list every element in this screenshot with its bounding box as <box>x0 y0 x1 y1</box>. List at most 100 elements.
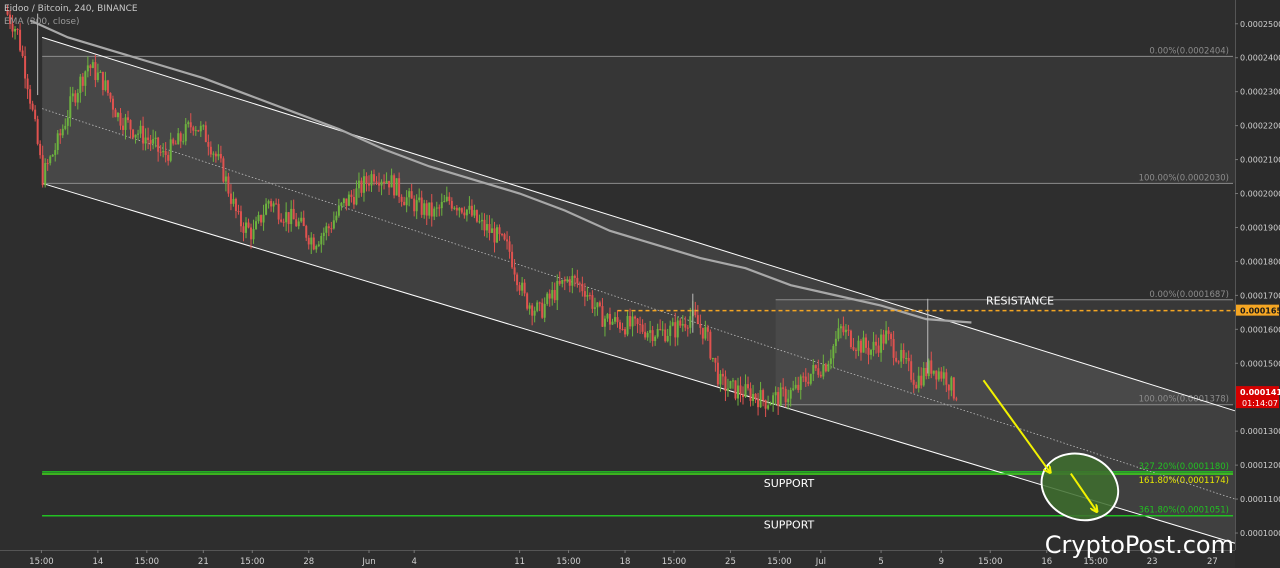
candle-body <box>468 205 471 210</box>
candle-body <box>307 237 310 245</box>
candle-body <box>596 302 599 308</box>
candle-body <box>378 182 381 186</box>
candle-body <box>950 377 953 391</box>
candle-body <box>350 194 353 197</box>
time-axis: 15:00 14 15:00 21 15:00 28 Jun 4 11 15:00 18 15:00 2… <box>29 550 1218 567</box>
candle-body <box>601 306 604 327</box>
candle-body <box>398 178 401 197</box>
candle-body <box>119 112 122 126</box>
candle-body <box>882 334 885 344</box>
candle-body <box>51 154 54 157</box>
candle-body <box>287 212 290 225</box>
candle-body <box>19 29 22 51</box>
candle-body <box>546 293 549 304</box>
time-tick-label: 11 <box>514 557 525 567</box>
price-axis-background <box>1235 0 1280 568</box>
candle-body <box>433 208 436 217</box>
candle-body <box>262 214 265 223</box>
candle-body <box>478 221 481 223</box>
candle-body <box>859 340 862 353</box>
candle-body <box>937 371 940 380</box>
candle-body <box>209 146 212 155</box>
candle-body <box>940 371 943 379</box>
time-tick-label: 15:00 <box>240 557 265 567</box>
candle-body <box>659 328 662 330</box>
fib-level-label: 0.00%(0.0001687) <box>1149 290 1229 300</box>
candle-body <box>513 267 516 275</box>
candle-body <box>39 143 42 156</box>
channel-fill <box>42 37 1235 544</box>
candle-body <box>137 133 140 135</box>
time-tick-label: 27 <box>1207 557 1218 567</box>
candle-body <box>636 318 639 325</box>
candle-body <box>9 14 12 24</box>
price-tick-label: 0.0002200 <box>1240 122 1280 131</box>
candle-body <box>890 333 893 340</box>
candle-body <box>352 196 355 205</box>
price-badge-value: 0.0001655 <box>1240 307 1280 316</box>
candle-body <box>332 220 335 229</box>
candle-body <box>952 377 955 399</box>
candle-body <box>865 337 868 348</box>
candle-body <box>315 246 318 250</box>
candle-body <box>418 197 421 201</box>
candle-body <box>144 137 147 144</box>
candle-body <box>842 326 845 333</box>
candle-body <box>782 387 785 389</box>
price-badge-value: 0.0001415 <box>1240 388 1280 397</box>
price-tick-label: 0.0001000 <box>1240 529 1280 538</box>
candle-body <box>34 109 37 120</box>
candle-body <box>591 295 594 309</box>
candle-body <box>79 76 82 93</box>
candles-group <box>6 4 958 418</box>
candle-body <box>488 224 491 233</box>
candle-body <box>46 163 49 165</box>
candle-body <box>6 10 9 15</box>
candle-body <box>362 176 365 193</box>
candle-body <box>305 226 308 238</box>
candle-body <box>189 122 192 128</box>
candle-body <box>64 125 67 129</box>
candle-body <box>837 328 840 339</box>
candle-body <box>629 315 632 327</box>
candle-body <box>380 181 383 186</box>
candle-body <box>295 219 298 227</box>
candle-body <box>862 337 865 353</box>
candle-body <box>624 329 627 335</box>
candle-body <box>762 390 765 401</box>
candle-body <box>270 201 273 207</box>
candle-body <box>912 379 915 385</box>
candle-body <box>139 125 142 134</box>
candle-body <box>420 197 423 215</box>
candle-body <box>935 370 938 380</box>
candle-body <box>355 188 358 205</box>
candle-body <box>229 193 232 204</box>
candle-body <box>731 380 734 382</box>
candle-body <box>26 78 29 90</box>
candle-body <box>463 212 466 216</box>
fib-box-upper <box>42 56 1235 184</box>
candle-body <box>531 305 534 316</box>
candle-body <box>496 227 499 243</box>
candle-body <box>905 358 908 360</box>
candle-body <box>74 93 77 103</box>
candle-body <box>56 133 59 151</box>
candle-body <box>797 384 800 390</box>
candle-body <box>807 381 810 384</box>
candle-body <box>252 229 255 240</box>
candle-body <box>54 150 57 155</box>
candle-body <box>260 215 263 223</box>
candle-body <box>212 153 215 155</box>
price-tick-label: 0.0001600 <box>1240 325 1280 334</box>
ema-indicator-label: EMA (200, close) <box>4 17 80 27</box>
candle-body <box>267 201 270 204</box>
candle-body <box>44 163 47 186</box>
candle-body <box>16 28 19 30</box>
candle-body <box>129 120 132 130</box>
candle-body <box>227 176 230 194</box>
candle-body <box>671 322 674 326</box>
candle-body <box>764 400 767 409</box>
candle-body <box>784 388 787 403</box>
price-tick-label: 0.0001300 <box>1240 427 1280 436</box>
